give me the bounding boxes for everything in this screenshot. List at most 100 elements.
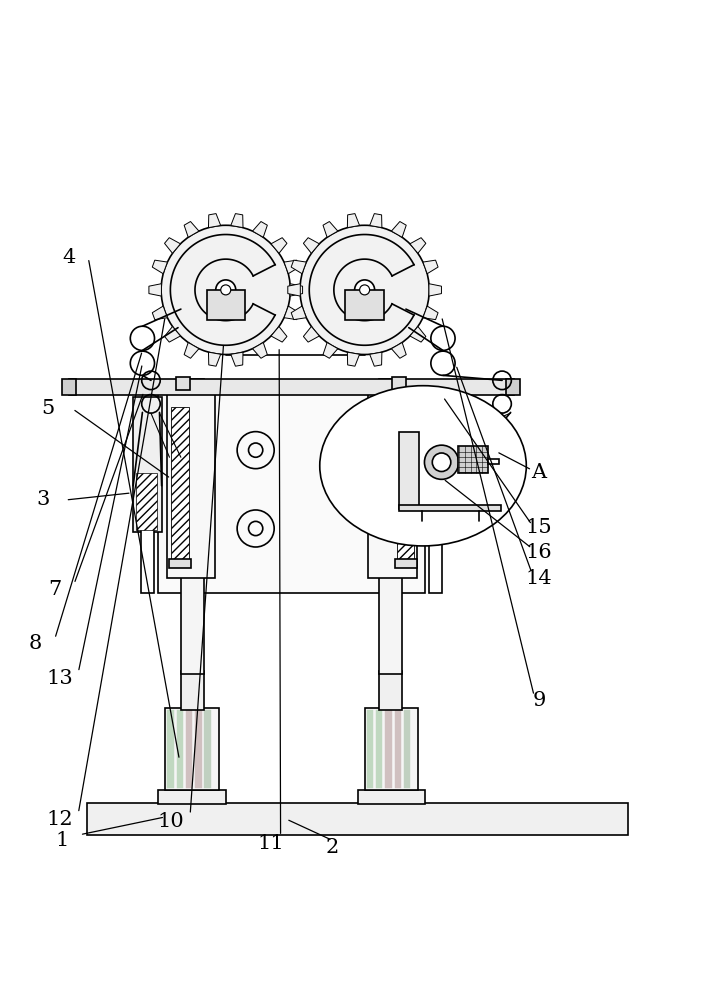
Circle shape	[300, 225, 429, 355]
Polygon shape	[231, 352, 243, 366]
Bar	[392, 377, 406, 390]
Text: 7: 7	[48, 580, 61, 599]
Text: 5: 5	[41, 399, 54, 418]
Polygon shape	[149, 284, 162, 296]
Bar	[62, 379, 77, 395]
Bar	[385, 710, 392, 788]
Polygon shape	[284, 306, 299, 320]
Bar	[133, 397, 162, 532]
Bar	[158, 382, 425, 593]
Polygon shape	[284, 260, 299, 274]
Text: 4: 4	[62, 248, 76, 267]
Text: 2: 2	[326, 838, 339, 857]
Polygon shape	[303, 326, 320, 342]
Polygon shape	[303, 238, 320, 253]
Polygon shape	[252, 222, 267, 237]
Bar	[399, 432, 419, 509]
Bar	[167, 710, 174, 788]
Bar	[395, 559, 417, 568]
Polygon shape	[252, 342, 267, 358]
Bar	[136, 473, 157, 530]
Polygon shape	[347, 352, 360, 366]
Circle shape	[360, 285, 370, 295]
Text: 10: 10	[157, 812, 184, 831]
Polygon shape	[391, 342, 406, 358]
Bar	[506, 379, 520, 395]
Bar	[181, 379, 204, 674]
Bar	[404, 710, 410, 788]
Bar	[207, 290, 245, 320]
Bar	[376, 710, 383, 788]
Bar	[171, 407, 189, 561]
Polygon shape	[410, 326, 426, 342]
Bar	[425, 473, 446, 530]
Text: 14: 14	[526, 569, 553, 588]
Polygon shape	[152, 260, 167, 274]
Bar	[195, 710, 202, 788]
Bar	[395, 710, 401, 788]
Polygon shape	[152, 306, 167, 320]
Bar	[458, 446, 488, 473]
Bar	[365, 708, 418, 790]
Ellipse shape	[320, 386, 526, 546]
Circle shape	[221, 285, 231, 295]
Bar	[368, 382, 417, 578]
Bar	[87, 803, 628, 835]
Text: 11: 11	[257, 834, 284, 853]
Bar	[379, 379, 403, 674]
Polygon shape	[231, 214, 243, 228]
Text: 9: 9	[533, 691, 546, 710]
Circle shape	[425, 445, 458, 479]
Polygon shape	[209, 352, 221, 366]
Polygon shape	[410, 238, 426, 253]
Text: 3: 3	[36, 490, 49, 509]
Bar	[181, 671, 204, 710]
Polygon shape	[370, 214, 382, 228]
Text: 1: 1	[55, 831, 69, 850]
Polygon shape	[423, 306, 438, 320]
Bar	[358, 790, 425, 804]
Bar	[165, 708, 219, 790]
Polygon shape	[271, 238, 287, 253]
Bar	[488, 459, 499, 464]
Polygon shape	[290, 284, 302, 296]
Bar	[169, 559, 191, 568]
Polygon shape	[323, 342, 337, 358]
Circle shape	[216, 280, 236, 300]
Bar	[204, 710, 211, 788]
Polygon shape	[423, 260, 438, 274]
Bar	[177, 710, 183, 788]
Polygon shape	[271, 326, 287, 342]
Text: 12: 12	[46, 810, 73, 829]
Bar	[158, 790, 226, 804]
Polygon shape	[209, 214, 221, 228]
Text: A: A	[531, 463, 547, 482]
Circle shape	[161, 225, 290, 355]
Polygon shape	[323, 222, 337, 237]
Bar	[167, 382, 215, 578]
Bar	[399, 505, 500, 511]
Bar	[430, 528, 443, 593]
Text: 8: 8	[29, 634, 42, 653]
Bar	[69, 379, 514, 395]
Text: 16: 16	[526, 543, 553, 562]
Polygon shape	[429, 284, 441, 296]
Polygon shape	[164, 326, 180, 342]
Text: 15: 15	[526, 518, 553, 537]
Bar	[397, 407, 415, 561]
Bar	[367, 710, 373, 788]
Bar	[186, 710, 192, 788]
Polygon shape	[391, 222, 406, 237]
Polygon shape	[370, 352, 382, 366]
Text: 13: 13	[46, 669, 73, 688]
Polygon shape	[291, 306, 306, 320]
Polygon shape	[184, 222, 199, 237]
Bar	[176, 377, 190, 390]
Polygon shape	[347, 214, 360, 228]
Circle shape	[433, 453, 450, 472]
Bar	[141, 528, 154, 593]
Bar	[345, 290, 384, 320]
Polygon shape	[288, 284, 300, 296]
Bar	[422, 397, 450, 532]
Polygon shape	[184, 342, 199, 358]
